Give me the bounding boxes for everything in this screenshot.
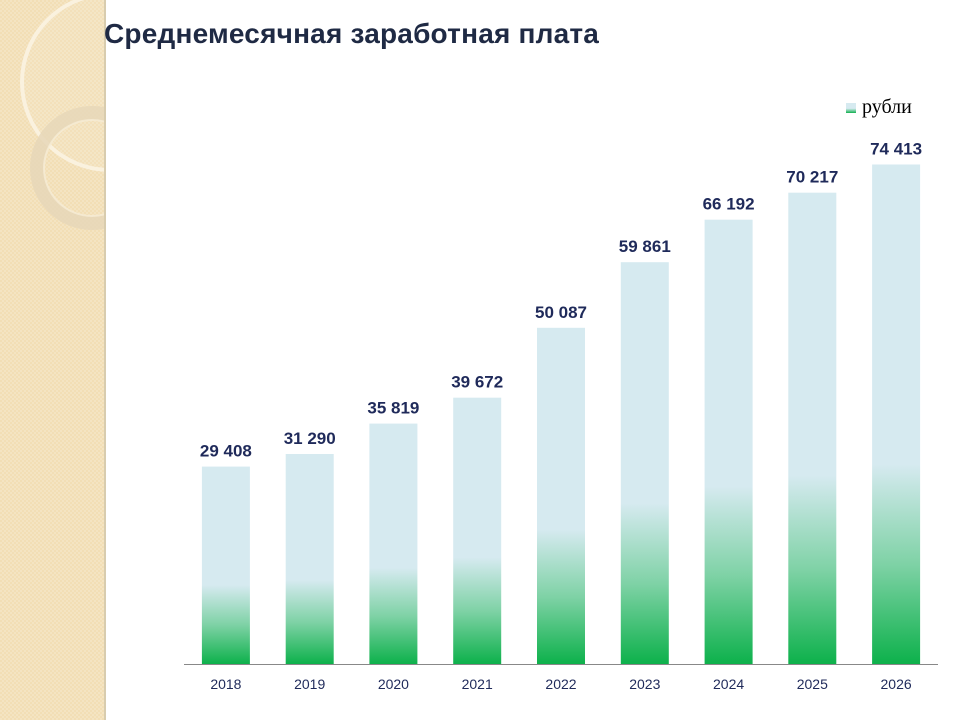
category-label-2019: 2019 [294,676,325,692]
slide-title: Среднемесячная заработная плата [104,18,600,49]
category-label-2020: 2020 [378,676,409,692]
value-label-2023: 59 861 [619,237,671,256]
category-label-2024: 2024 [713,676,744,692]
legend-swatch [846,102,856,113]
decorative-circles [20,0,104,230]
bar-2019 [285,454,334,664]
bar-2020 [369,423,418,664]
value-label-2020: 35 819 [367,399,419,418]
bar-2025 [788,192,837,664]
category-label-2021: 2021 [462,676,493,692]
bar-2018 [201,466,250,664]
value-labels-group: 29 408 31 290 35 819 39 672 50 087 59 861 66 1… [200,140,922,461]
category-label-2022: 2022 [545,676,576,692]
bar-2021 [453,397,502,664]
bar-2022 [537,327,585,664]
value-label-2026: 74 413 [870,140,922,159]
value-label-2024: 66 192 [703,195,755,214]
decorative-side-panel [0,0,106,720]
value-label-2018: 29 408 [200,442,252,461]
chart-legend: рубли [846,96,912,119]
category-label-2025: 2025 [797,676,828,692]
value-label-2021: 39 672 [451,373,503,392]
value-label-2022: 50 087 [535,303,587,322]
legend-label: рубли [862,96,912,118]
bar-2023 [620,262,669,664]
category-label-2023: 2023 [629,676,660,692]
category-label-2018: 2018 [210,676,241,692]
bars-group [201,164,921,664]
value-label-2025: 70 217 [786,168,838,187]
category-labels-group: 2018 2019 2020 2021 2022 2023 2024 2025 2026 [210,676,912,692]
value-label-2019: 31 290 [284,429,336,448]
bar-2024 [704,219,753,664]
bar-2026 [872,164,921,664]
category-label-2026: 2026 [881,676,912,692]
